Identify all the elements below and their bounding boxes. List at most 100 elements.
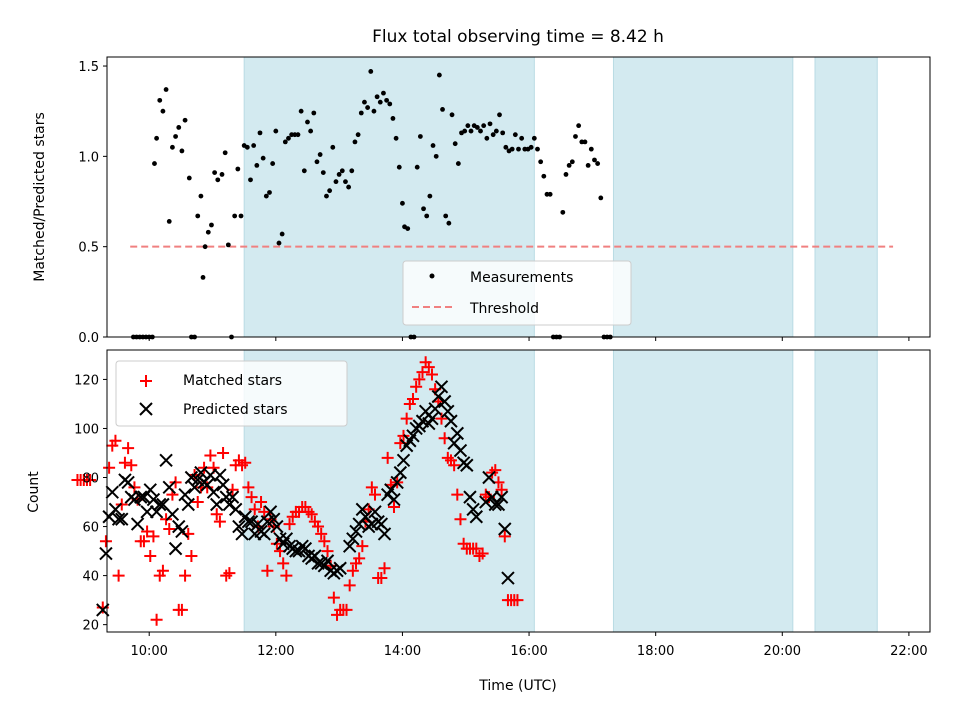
measurement-point: [260, 155, 266, 161]
predicted-stars-point: [368, 505, 382, 519]
measurement-point: [282, 139, 288, 145]
measurement-point: [490, 132, 496, 138]
x-tick-label: 18:00: [637, 644, 674, 659]
predicted-stars-point: [140, 505, 154, 519]
predicted-stars-point: [434, 380, 449, 394]
x-axis-label: Time (UTC): [478, 678, 556, 694]
matched-stars-point: [175, 603, 188, 616]
measurement-point: [336, 172, 342, 177]
matched-stars-point: [128, 481, 141, 494]
matched-stars-point: [245, 491, 258, 504]
predicted-stars-point: [349, 524, 363, 539]
measurement-point: [209, 222, 214, 228]
measurement-point: [595, 161, 601, 166]
measurement-point: [215, 177, 221, 183]
matched-stars-point: [365, 481, 378, 494]
measurement-point: [251, 143, 257, 148]
y-tick-label: 20: [82, 619, 99, 634]
measurement-point: [512, 132, 518, 138]
predicted-stars-point: [187, 480, 202, 495]
bottom-x-ticks: 10:00 12:00 14:00 16:00 18:00 20:00 22:00: [130, 632, 928, 659]
top-x-ticks: [148, 337, 910, 341]
measurement-point: [417, 134, 423, 139]
measurement-point: [588, 146, 594, 152]
measurement-point: [509, 146, 515, 152]
measurement-point: [276, 240, 282, 246]
measurement-point: [324, 193, 329, 199]
matched-stars-point: [160, 513, 173, 526]
measurement-point: [333, 179, 339, 185]
matched-stars-point: [239, 456, 252, 469]
matched-stars-point: [125, 459, 138, 472]
measurement-point: [358, 110, 364, 116]
predicted-stars-point: [387, 492, 401, 507]
predicted-stars-point: [498, 522, 512, 536]
bottom-plot-marks: [71, 356, 524, 626]
top-shaded-intervals: [243, 56, 878, 338]
measurement-point: [371, 108, 377, 114]
measurement-point: [573, 134, 578, 139]
x-tick-label: 16:00: [510, 644, 547, 659]
matched-stars-point: [248, 503, 261, 516]
measurement-point: [202, 244, 208, 250]
measurement-point: [462, 128, 468, 134]
bottom-axes-frame: [106, 349, 931, 633]
measurement-point: [238, 213, 244, 219]
predicted-stars-point: [463, 490, 477, 504]
predicted-stars-point: [342, 539, 357, 553]
predicted-stars-point: [333, 561, 347, 575]
measurement-point: [484, 135, 490, 141]
measurement-point: [474, 125, 480, 130]
measurement-point: [569, 159, 575, 165]
measurement-point: [381, 90, 386, 96]
predicted-stars-point: [111, 512, 126, 526]
top-legend-box: [402, 260, 632, 326]
predicted-stars-point: [257, 527, 271, 541]
top-y-axis-label: Matched/Predicted stars: [32, 112, 48, 282]
predicted-stars-point: [450, 426, 465, 441]
matched-stars-point: [283, 518, 296, 531]
matched-stars-point: [346, 564, 359, 577]
matched-stars-point: [261, 564, 274, 577]
predicted-stars-point: [491, 497, 506, 512]
matched-stars-point: [258, 505, 271, 518]
measurement-point: [405, 226, 411, 232]
measurement-point: [566, 162, 572, 168]
measurement-point: [270, 161, 276, 166]
predicted-stars-point: [162, 480, 176, 495]
predicted-stars-point: [453, 443, 468, 458]
measurement-point: [286, 135, 291, 141]
predicted-stars-point: [437, 394, 452, 409]
matched-stars-point: [511, 594, 524, 607]
measurement-point: [487, 121, 493, 127]
matched-stars-point: [217, 446, 230, 459]
predicted-stars-point: [168, 541, 183, 556]
predicted-stars-point: [165, 507, 180, 522]
measurement-point: [170, 144, 175, 150]
matched-stars-point: [356, 540, 369, 553]
measurement-point: [421, 206, 426, 212]
matched-stars-point: [495, 483, 508, 496]
predicted-stars-point: [219, 490, 233, 504]
measurement-point: [500, 130, 506, 136]
y-tick-label: 0.5: [78, 241, 99, 256]
predicted-stars-point: [406, 429, 420, 443]
measurement-point: [455, 161, 461, 166]
predicted-stars-point: [501, 571, 515, 585]
predicted-stars-point: [270, 519, 284, 534]
measurement-point: [563, 172, 569, 177]
x-tick-label: 10:00: [130, 644, 167, 659]
predicted-stars-point: [99, 546, 113, 561]
predicted-stars-point: [263, 505, 278, 519]
matched-stars-point: [150, 613, 163, 626]
measurement-point: [163, 87, 169, 92]
measurement-point: [166, 218, 172, 224]
predicted-stars-point: [130, 517, 145, 531]
matched-stars-point: [422, 361, 435, 374]
predicted-stars-point: [425, 411, 439, 426]
measurement-point: [263, 193, 269, 199]
x-tick-label: 12:00: [257, 644, 294, 659]
y-tick-label: 40: [82, 570, 99, 585]
bottom-legend: Matched stars Predicted stars: [115, 360, 348, 427]
